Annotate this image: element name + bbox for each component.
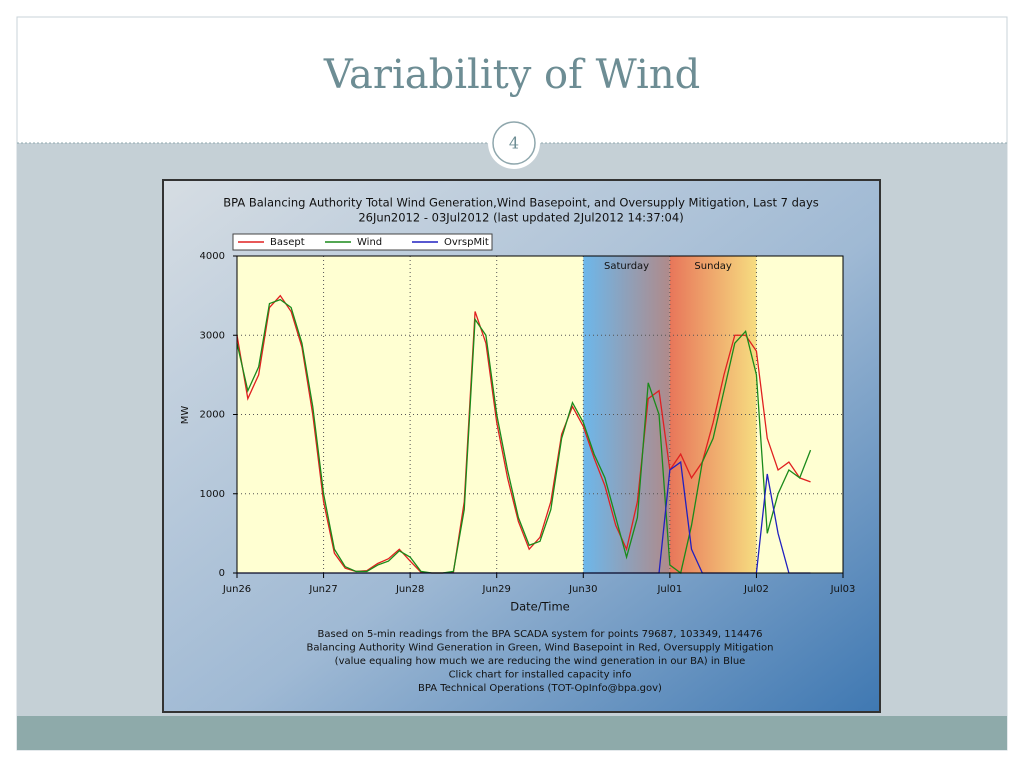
- legend-label: Wind: [357, 237, 382, 248]
- y-tick-label: 1000: [200, 489, 225, 500]
- plot-border: [236, 255, 844, 574]
- chart-title: BPA Balancing Authority Total Wind Gener…: [223, 196, 819, 210]
- y-axis-label: MW: [180, 406, 191, 425]
- legend-label: Basept: [270, 237, 305, 248]
- x-tick-label: Jul02: [743, 584, 769, 595]
- slide-number: 4: [509, 134, 519, 153]
- number-circle: [492, 121, 536, 165]
- region-label: Sunday: [694, 261, 731, 272]
- y-tick-label: 2000: [200, 410, 225, 421]
- legend-box: [232, 233, 493, 251]
- series-line: [236, 298, 812, 575]
- x-tick-label: Jun27: [308, 584, 337, 595]
- x-tick-label: Jul03: [830, 584, 856, 595]
- chart-subtitle: 26Jun2012 - 03Jul2012 (last updated 2Jul…: [358, 211, 683, 225]
- x-tick-label: Jul01: [656, 584, 682, 595]
- series-line: [236, 294, 811, 574]
- legend-label: OvrspMit: [444, 237, 489, 248]
- x-tick-label: Jun30: [568, 584, 597, 595]
- footnote: Click chart for installed capacity info: [449, 670, 632, 681]
- y-tick-label: 3000: [200, 330, 225, 341]
- footer-band: [17, 716, 1007, 750]
- footnote: Based on 5-min readings from the BPA SCA…: [318, 629, 763, 640]
- x-tick-label: Jun28: [395, 584, 424, 595]
- shaded-region: [583, 256, 670, 573]
- x-tick-label: Jun26: [222, 584, 251, 595]
- region-label: Saturday: [604, 261, 649, 272]
- footnote: Balancing Authority Wind Generation in G…: [307, 643, 774, 654]
- x-axis-label: Date/Time: [510, 600, 570, 614]
- y-tick-label: 0: [219, 568, 225, 579]
- footnote: (value equaling how much we are reducing…: [335, 656, 746, 667]
- y-tick-label: 4000: [200, 251, 225, 262]
- slide-title: Variability of Wind: [323, 52, 700, 98]
- x-tick-label: Jun29: [482, 584, 511, 595]
- footnote: BPA Technical Operations (TOT-OpInfo@bpa…: [418, 683, 662, 694]
